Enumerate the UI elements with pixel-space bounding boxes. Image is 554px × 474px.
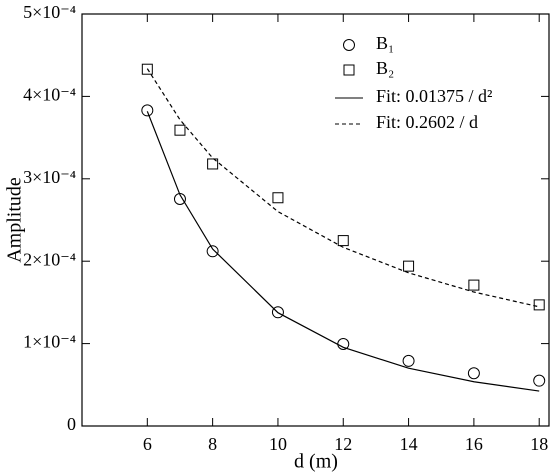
legend-label: B₂ (376, 58, 394, 78)
y-tick-label: 2×10⁻⁴ (23, 249, 76, 269)
marker (533, 374, 546, 387)
legend-label: Fit: 0.01375 / d² (376, 86, 492, 106)
y-tick-label: 0 (67, 414, 76, 434)
x-tick-label: 16 (465, 434, 483, 454)
marker (468, 279, 480, 291)
x-tick-label: 8 (208, 434, 217, 454)
legend-symbol (343, 39, 355, 51)
marker (467, 367, 480, 380)
y-tick-label: 1×10⁻⁴ (23, 332, 76, 352)
fit-line (146, 68, 540, 308)
x-tick-label: 12 (334, 434, 352, 454)
marker (141, 104, 154, 117)
x-tick-label: 18 (530, 434, 548, 454)
fit-line (146, 111, 540, 392)
legend-label: Fit: 0.2602 / d (376, 112, 478, 132)
marker (272, 192, 284, 204)
marker (403, 260, 415, 272)
marker (141, 63, 153, 75)
marker (337, 235, 349, 247)
y-tick-label: 3×10⁻⁴ (23, 167, 76, 187)
y-tick-label: 5×10⁻⁴ (23, 2, 76, 22)
marker (174, 124, 186, 136)
marker (206, 245, 219, 258)
legend-symbol (343, 64, 355, 76)
marker (402, 354, 415, 367)
plot-frame (81, 13, 550, 427)
marker (271, 306, 284, 319)
x-axis-label: d (m) (294, 451, 338, 473)
y-tick-label: 4×10⁻⁴ (23, 85, 76, 105)
marker (533, 299, 545, 311)
x-tick-label: 10 (269, 434, 287, 454)
y-axis-label: Amplitude (4, 177, 26, 263)
marker (207, 158, 219, 170)
x-tick-label: 6 (143, 434, 152, 454)
x-tick-label: 14 (400, 434, 418, 454)
legend-label: B₁ (376, 33, 394, 53)
